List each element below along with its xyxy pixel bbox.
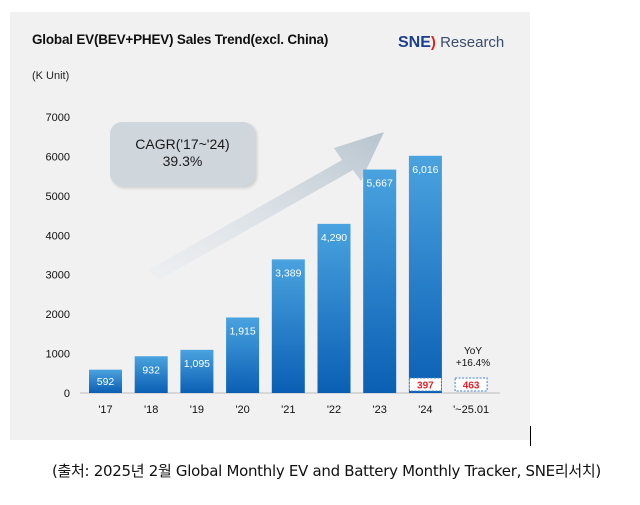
x-tick-label: '18 bbox=[144, 404, 158, 416]
chart-panel bbox=[10, 12, 530, 440]
bar bbox=[271, 259, 305, 393]
bar-data-label: 5,667 bbox=[367, 178, 393, 190]
cagr-callout: CAGR('17~'24) 39.3% bbox=[110, 122, 255, 186]
bar bbox=[134, 356, 168, 393]
bar-data-label: 932 bbox=[142, 364, 160, 376]
bar bbox=[89, 369, 122, 393]
bar-data-label: 1,095 bbox=[184, 358, 210, 370]
bar bbox=[363, 169, 397, 393]
text-cursor bbox=[530, 426, 531, 446]
y-tick-label: 1000 bbox=[46, 349, 70, 361]
x-tick-label: '22 bbox=[327, 404, 341, 416]
x-tick-label: '~25.01 bbox=[453, 404, 489, 416]
bar-data-label: 4,290 bbox=[321, 232, 347, 244]
source-caption: (출처: 2025년 2월 Global Monthly EV and Batt… bbox=[52, 462, 601, 480]
growth-arrow bbox=[148, 132, 384, 280]
x-tick-label: '19 bbox=[190, 404, 204, 416]
yoy-label: YoY +16.4% bbox=[450, 346, 496, 370]
bar-data-label: 3,389 bbox=[275, 267, 301, 279]
bar-data-label: 6,016 bbox=[412, 164, 438, 176]
y-axis-unit-label: (K Unit) bbox=[32, 70, 70, 82]
bar-data-label: 592 bbox=[97, 376, 115, 388]
y-tick-label: 3000 bbox=[46, 270, 70, 282]
bar-data-label: 1,915 bbox=[229, 325, 255, 337]
january-data-label: 397 bbox=[417, 381, 434, 392]
january-value-box bbox=[454, 377, 488, 392]
bar bbox=[317, 223, 351, 393]
january-data-label: 463 bbox=[463, 381, 480, 392]
y-tick-label: 0 bbox=[64, 388, 70, 400]
bar bbox=[408, 155, 442, 393]
sne-research-logo: SNE) Research bbox=[398, 34, 505, 51]
y-tick-label: 6000 bbox=[46, 151, 70, 163]
yoy-value: +16.4% bbox=[455, 358, 491, 369]
cagr-value: 39.3% bbox=[162, 153, 203, 169]
x-tick-label: '23 bbox=[373, 404, 387, 416]
x-tick-label: '20 bbox=[235, 404, 249, 416]
chart-title: Global EV(BEV+PHEV) Sales Trend(excl. Ch… bbox=[32, 32, 329, 47]
x-tick-label: '17 bbox=[98, 404, 112, 416]
bar bbox=[226, 317, 260, 393]
y-tick-label: 4000 bbox=[46, 230, 70, 242]
january-value-box bbox=[408, 377, 442, 392]
x-tick-label: '21 bbox=[281, 404, 295, 416]
y-tick-label: 5000 bbox=[46, 191, 70, 203]
cagr-title: CAGR('17~'24) bbox=[135, 136, 230, 152]
x-tick-label: '24 bbox=[418, 404, 432, 416]
yoy-title: YoY bbox=[464, 346, 482, 357]
bar bbox=[180, 349, 214, 393]
y-tick-label: 2000 bbox=[46, 309, 70, 321]
y-tick-label: 7000 bbox=[46, 112, 70, 124]
